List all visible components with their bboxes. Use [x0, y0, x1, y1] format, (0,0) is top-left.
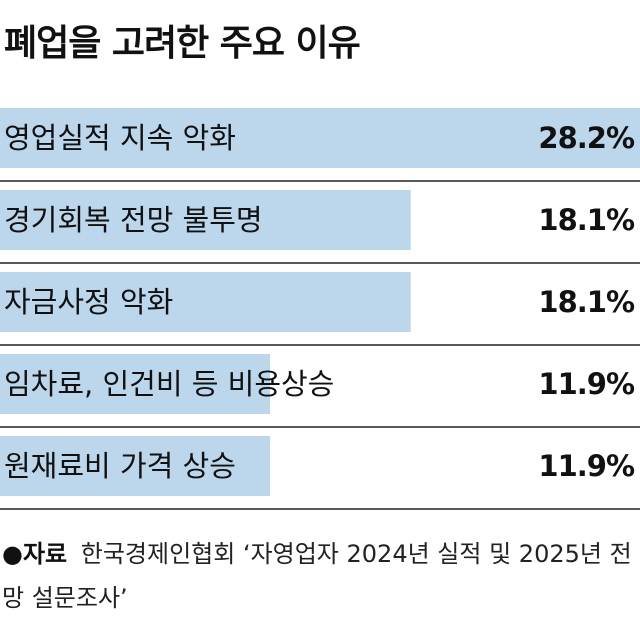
value-label-4: 11.9%: [538, 449, 635, 483]
bar-4: [0, 436, 271, 496]
source-note: ●자료 한국경제인협회 ‘자영업자 2024년 실적 및 2025년 전망 설문…: [2, 532, 632, 620]
bar-3: [0, 354, 271, 414]
category-label-2: 자금사정 악화: [4, 285, 173, 319]
category-label-0: 영업실적 지속 악화: [4, 121, 236, 155]
bar-chart: 영업실적 지속 악화 28.2% 경기회복 전망 불투명 18.1% 자금사정 악화 18…: [0, 108, 640, 510]
category-label-4: 원재료비 가격 상승: [4, 449, 236, 483]
category-label-3: 임차료, 인건비 등 비용상승: [4, 367, 334, 401]
value-label-0: 28.2%: [538, 121, 635, 155]
source-label: ●자료: [2, 540, 68, 568]
value-label-1: 18.1%: [538, 203, 635, 237]
category-label-1: 경기회복 전망 불투명: [4, 203, 263, 237]
chart-title: 폐업을 고려한 주요 이유: [4, 23, 361, 64]
value-label-3: 11.9%: [538, 367, 635, 401]
value-label-2: 18.1%: [538, 285, 635, 319]
bar-1: [0, 190, 411, 250]
bar-2: [0, 272, 411, 332]
source-text: 한국경제인협회 ‘자영업자 2024년 실적 및 2025년 전망 설문조사’: [2, 540, 632, 612]
bar-0: [0, 108, 640, 168]
